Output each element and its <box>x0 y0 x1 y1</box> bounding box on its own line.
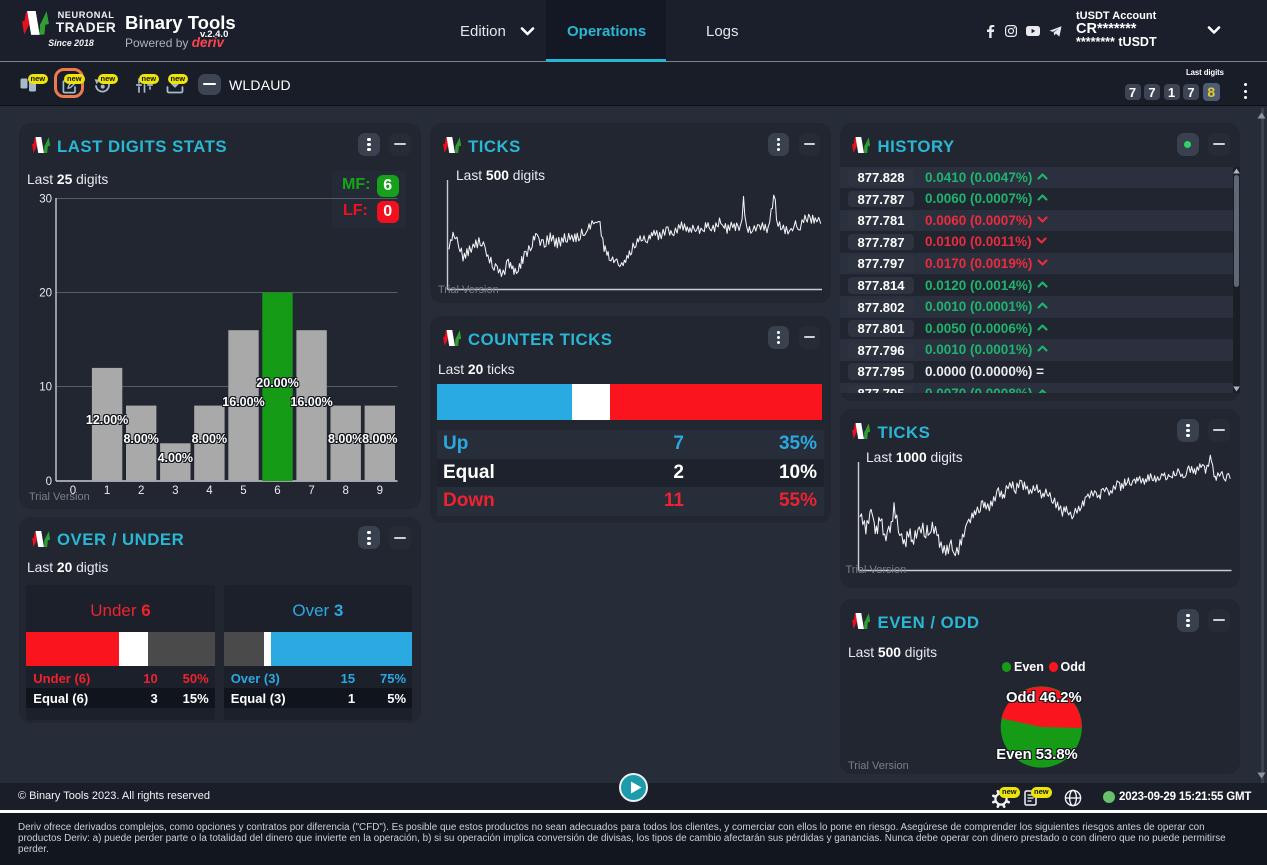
svg-text:20: 20 <box>39 288 52 300</box>
svg-text:4: 4 <box>206 485 213 497</box>
svg-text:3: 3 <box>172 485 178 497</box>
svg-text:7: 7 <box>308 485 314 497</box>
svg-text:0: 0 <box>46 476 52 488</box>
svg-text:8: 8 <box>342 485 348 497</box>
svg-text:6: 6 <box>274 485 280 497</box>
svg-text:10: 10 <box>39 382 52 394</box>
svg-text:0: 0 <box>70 485 76 497</box>
svg-text:2: 2 <box>138 485 144 497</box>
svg-text:1: 1 <box>104 485 110 497</box>
svg-text:5: 5 <box>240 485 246 497</box>
svg-text:30: 30 <box>39 194 52 206</box>
svg-text:9: 9 <box>377 485 383 497</box>
